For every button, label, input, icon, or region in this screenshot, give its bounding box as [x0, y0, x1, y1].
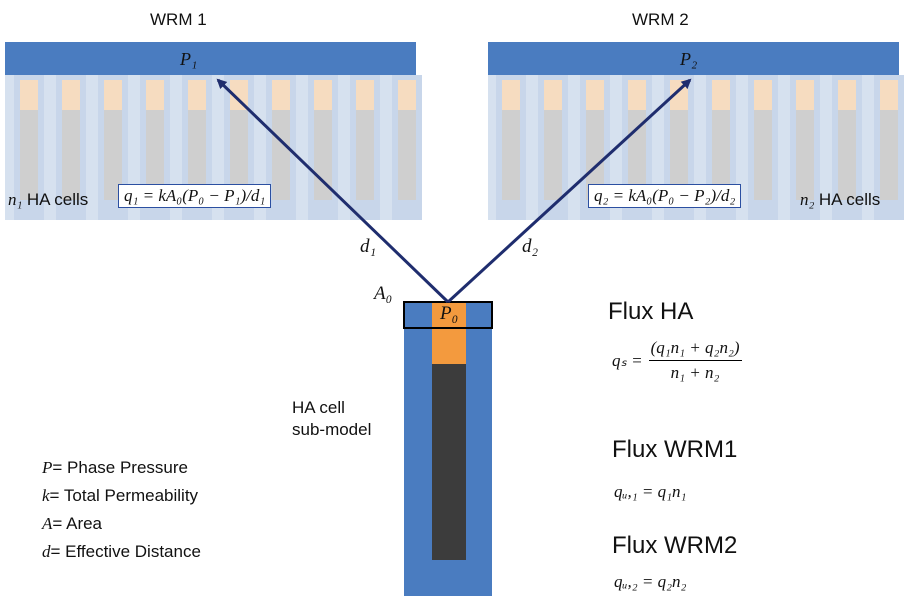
legend-item: P= Phase Pressure: [42, 458, 201, 486]
legend-symbol: k: [42, 486, 50, 505]
flux-wrm1-title: Flux WRM1: [612, 436, 738, 463]
legend-item: k= Total Permeability: [42, 486, 201, 514]
ha-cell-top: [314, 80, 332, 110]
ha-cell-body: [502, 110, 520, 200]
n1-symbol: n₁: [8, 190, 23, 209]
flux-wrm1-equation: qᵤ,₁ = q₁n₁: [614, 482, 687, 501]
ha-cell-top: [880, 80, 898, 110]
ha-cell-body: [230, 110, 248, 200]
ha-cell-body: [796, 110, 814, 200]
flux-wrm2-title: Flux WRM2: [612, 532, 738, 559]
ha-cell-body: [146, 110, 164, 200]
ha-cell-body: [20, 110, 38, 200]
ha-cell-top: [712, 80, 730, 110]
ha-cell-top: [796, 80, 814, 110]
wrm1-cells-label: n₁ HA cells: [8, 190, 88, 210]
n2-symbol: n₂: [800, 190, 815, 209]
flux-ha-title: Flux HA: [608, 298, 694, 325]
ha-cell-top: [104, 80, 122, 110]
legend-symbol: A: [42, 514, 53, 533]
p2-label: P₂: [680, 49, 698, 69]
q1-equation: q₁ = kA₀(P₀ − P₁)/d₁: [118, 184, 272, 208]
ha-cell-top: [754, 80, 772, 110]
ha-cell-top: [188, 80, 206, 110]
legend-text: = Total Permeability: [49, 486, 199, 505]
ha-cell-top: [20, 80, 38, 110]
fraction-numerator: (q₁n₁ + q₂n₂): [650, 338, 740, 357]
fraction-denominator: n₁ + n₂: [670, 363, 720, 382]
ha-cell-top: [356, 80, 374, 110]
d1-label: d₁: [360, 236, 377, 257]
ha-cell-top: [628, 80, 646, 110]
ha-cell-top: [398, 80, 416, 110]
flux-wrm2-equation: qᵤ,₂ = q₂n₂: [614, 572, 687, 591]
ha-cell-top: [272, 80, 290, 110]
legend-item: d= Effective Distance: [42, 542, 201, 570]
legend: P= Phase Pressure k= Total Permeability …: [42, 458, 201, 570]
ha-cell-body: [272, 110, 290, 200]
legend-text: = Area: [52, 514, 103, 533]
submodel-label-line1: HA cell: [292, 398, 345, 417]
ha-cell-body: [544, 110, 562, 200]
ha-cell-top: [544, 80, 562, 110]
ha-cell-top: [62, 80, 80, 110]
fraction-bar: [648, 360, 742, 361]
ha-cells-text: HA cells: [818, 190, 881, 209]
ha-cell-top: [502, 80, 520, 110]
p1-label: P₁: [180, 49, 198, 69]
ha-cell-body: [398, 110, 416, 200]
ha-cell-top: [838, 80, 856, 110]
ha-cell-top: [230, 80, 248, 110]
legend-text: = Phase Pressure: [52, 458, 188, 477]
ha-cell-body: [62, 110, 80, 200]
ha-cell-body: [104, 110, 122, 200]
arrow-to-wrm1: [216, 78, 450, 304]
ha-cell-body: [880, 110, 898, 200]
wrm2-cells-label: n₂ HA cells: [800, 190, 880, 210]
ha-cell-top: [586, 80, 604, 110]
wrm2-title: WRM 2: [632, 10, 689, 29]
ha-cells-text: HA cells: [26, 190, 89, 209]
ha-cell-body: [712, 110, 730, 200]
ha-cell-submodel: [403, 301, 493, 596]
ha-cell-body: [356, 110, 374, 200]
ha-cell-body: [670, 110, 688, 200]
legend-text: = Effective Distance: [50, 542, 201, 561]
d2-label: d₂: [522, 236, 539, 257]
submodel-label-line2: sub-model: [292, 420, 372, 439]
ha-cell-body: [838, 110, 856, 200]
legend-item: A= Area: [42, 514, 201, 542]
qs-lhs: qₛ =: [612, 350, 643, 370]
p0-label: P₀: [440, 303, 459, 324]
legend-symbol: d: [42, 542, 51, 561]
ha-cell-top: [146, 80, 164, 110]
a0-label: A₀: [374, 283, 393, 304]
ha-cell-body: [188, 110, 206, 200]
wrm1-title: WRM 1: [150, 10, 207, 29]
q2-equation: q₂ = kA₀(P₀ − P₂)/d₂: [588, 184, 742, 208]
arrow-to-wrm2: [446, 78, 692, 304]
flux-ha-equation: qₛ = (q₁n₁ + q₂n₂) n₁ + n₂: [612, 338, 742, 383]
ha-cell-body: [586, 110, 604, 200]
ha-cell-body: [754, 110, 772, 200]
legend-symbol: P: [42, 458, 53, 477]
fraction: (q₁n₁ + q₂n₂) n₁ + n₂: [648, 338, 742, 383]
